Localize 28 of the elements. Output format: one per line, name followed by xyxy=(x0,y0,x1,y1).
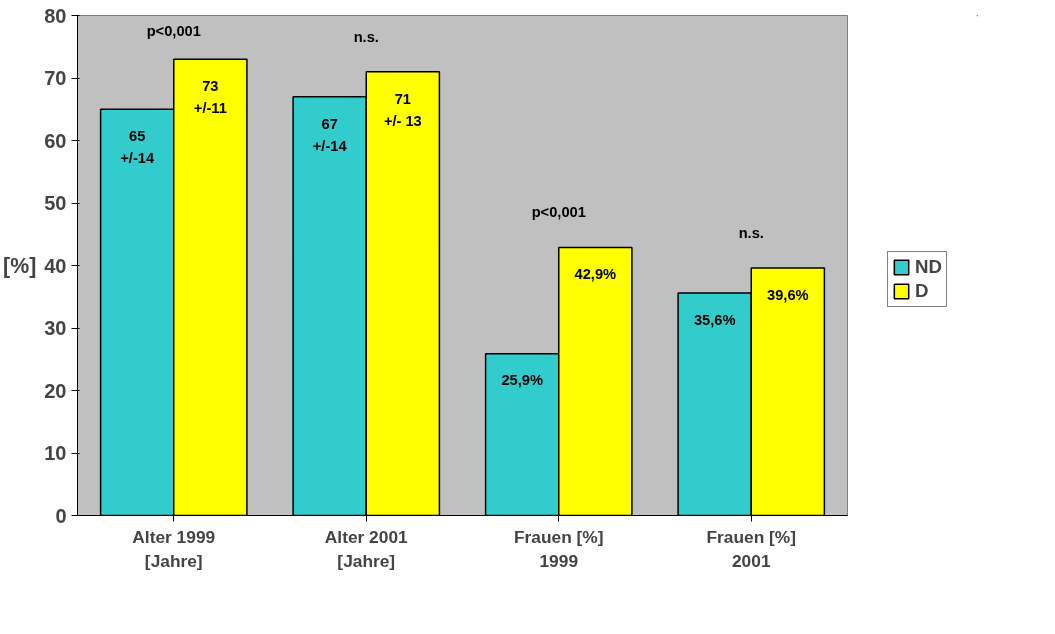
annotation: n.s. xyxy=(738,225,764,241)
data-label: 71 +/- 13 xyxy=(383,90,422,129)
data-label: 73 +/-11 xyxy=(193,78,227,117)
y-tick-label: 40 xyxy=(44,254,67,277)
y-tick-label: 30 xyxy=(44,317,67,339)
legend-label: ND xyxy=(915,255,942,278)
legend-label: D xyxy=(915,279,930,302)
data-label: 42,9% xyxy=(574,266,617,283)
x-tick-label: Alter 2001 [Jahre] xyxy=(324,526,409,571)
data-label: 39,6% xyxy=(767,286,809,303)
x-tick-label: Frauen [%] 1999 xyxy=(513,526,604,571)
annotation: p<0,001 xyxy=(146,22,201,39)
y-tick-label: 50 xyxy=(44,192,67,214)
data-label: 65 +/-14 xyxy=(120,128,155,167)
data-label: 35,6% xyxy=(693,311,736,328)
y-tick-label: 80 xyxy=(44,4,67,27)
y-tick-label: 0 xyxy=(55,504,67,527)
y-tick-label: 70 xyxy=(44,67,67,89)
annotation: p<0,001 xyxy=(531,204,586,221)
y-tick-label: 10 xyxy=(44,442,67,464)
data-label: 25,9% xyxy=(501,372,543,389)
y-axis-title: [%] xyxy=(3,253,37,278)
x-tick-label: Alter 1999 [Jahre] xyxy=(132,526,216,571)
data-label: 67 +/-14 xyxy=(312,115,348,154)
x-tick-label: Frauen [%] 2001 xyxy=(706,526,797,571)
y-tick-label: 20 xyxy=(44,379,67,402)
annotation: n.s. xyxy=(353,28,379,45)
y-tick-label: 60 xyxy=(44,129,67,152)
